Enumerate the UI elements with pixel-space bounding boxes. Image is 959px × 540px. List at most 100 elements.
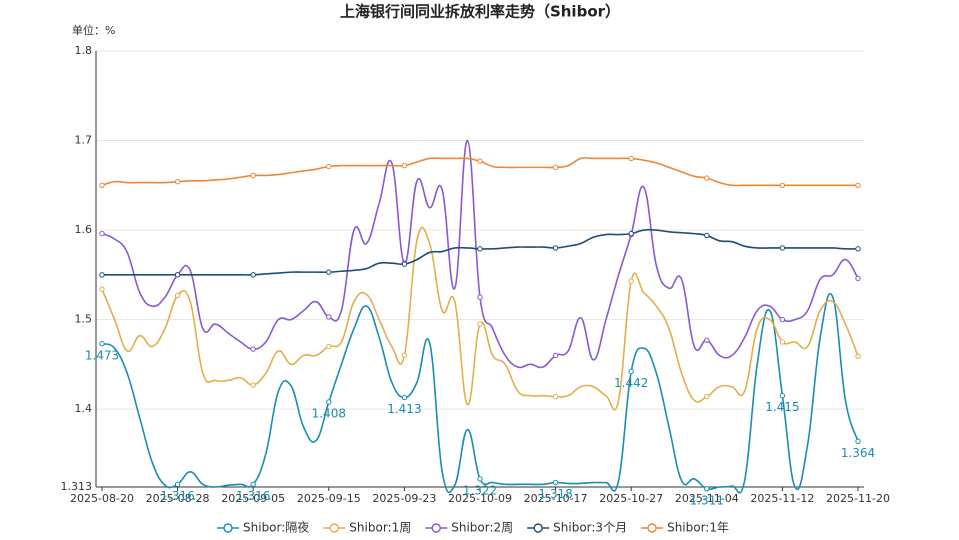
series-line bbox=[101, 226, 859, 411]
data-label: 1.408 bbox=[312, 406, 346, 420]
point-marker bbox=[477, 321, 483, 327]
point-marker bbox=[552, 352, 559, 359]
point-marker bbox=[326, 399, 332, 405]
x-tick-label: 2025-09-05 bbox=[221, 492, 285, 505]
point-marker bbox=[779, 316, 786, 323]
data-label: 1.364 bbox=[841, 446, 875, 460]
data-label: 1.322 bbox=[463, 483, 497, 497]
point-marker bbox=[99, 286, 105, 292]
legend-icon bbox=[329, 523, 340, 533]
point-marker bbox=[477, 294, 483, 300]
point-marker bbox=[552, 479, 559, 486]
legend-icon bbox=[647, 523, 657, 533]
point-marker bbox=[855, 438, 861, 445]
legend-label: Shibor:1年 bbox=[667, 521, 729, 535]
y-tick-label: 1.8 bbox=[75, 44, 93, 57]
point-marker bbox=[401, 352, 408, 359]
point-marker bbox=[552, 245, 559, 251]
point-marker bbox=[326, 314, 332, 320]
point-marker bbox=[174, 292, 181, 299]
point-marker bbox=[779, 392, 786, 399]
point-marker bbox=[250, 346, 256, 352]
point-marker bbox=[855, 246, 861, 252]
point-marker bbox=[401, 261, 408, 267]
x-tick-label: 2025-10-27 bbox=[599, 492, 663, 505]
point-marker bbox=[326, 163, 332, 170]
point-marker bbox=[628, 368, 634, 375]
point-marker bbox=[326, 343, 332, 350]
legend-icon bbox=[533, 523, 543, 533]
point-marker bbox=[704, 486, 710, 492]
point-marker bbox=[326, 269, 332, 275]
data-label: 1.473 bbox=[85, 348, 119, 362]
y-tick-label: 1.7 bbox=[75, 134, 93, 147]
point-marker bbox=[855, 275, 861, 282]
data-label: 1.415 bbox=[765, 400, 799, 414]
point-marker bbox=[704, 337, 710, 343]
series-line bbox=[101, 139, 859, 369]
point-marker bbox=[855, 353, 861, 359]
point-marker bbox=[250, 481, 256, 488]
legend-icon bbox=[431, 523, 441, 533]
point-marker bbox=[704, 175, 710, 181]
data-label: 1.413 bbox=[387, 402, 421, 416]
data-label: 1.318 bbox=[538, 487, 572, 501]
data-label: 1.316 bbox=[236, 489, 270, 503]
chart-title: 上海银行间同业拆放利率走势（Shibor） bbox=[340, 3, 620, 21]
data-label: 1.311 bbox=[690, 493, 724, 507]
data-label: 1.316 bbox=[160, 489, 194, 503]
point-marker bbox=[552, 393, 559, 400]
y-tick-label: 1.6 bbox=[75, 223, 93, 236]
point-marker bbox=[704, 393, 710, 400]
x-tick-label: 2025-09-23 bbox=[372, 492, 436, 505]
x-tick-label: 2025-11-20 bbox=[826, 492, 890, 505]
x-tick-label: 2025-11-04 bbox=[675, 492, 739, 505]
legend-label: Shibor:隔夜 bbox=[243, 520, 309, 535]
point-marker bbox=[99, 341, 105, 347]
point-marker bbox=[99, 182, 105, 188]
point-marker bbox=[477, 476, 483, 482]
point-marker bbox=[99, 272, 105, 278]
legend-item: Shibor:3个月 bbox=[527, 521, 627, 535]
point-marker bbox=[628, 230, 634, 237]
legend-icon bbox=[223, 523, 233, 533]
x-tick-label: 2025-10-17 bbox=[524, 492, 588, 505]
unit-label: 单位：% bbox=[72, 23, 115, 37]
point-marker bbox=[779, 339, 786, 345]
point-marker bbox=[552, 164, 559, 171]
series-line bbox=[101, 293, 859, 494]
legend-label: Shibor:1周 bbox=[349, 521, 411, 535]
y-tick-label: 1.313 bbox=[61, 480, 93, 493]
x-tick-label: 2025-09-15 bbox=[297, 492, 361, 505]
point-marker bbox=[704, 232, 710, 239]
x-tick-label: 2025-08-28 bbox=[146, 492, 210, 505]
series-line bbox=[101, 228, 859, 276]
legend-item: Shibor:1年 bbox=[641, 521, 729, 535]
point-marker bbox=[174, 272, 181, 278]
point-marker bbox=[401, 394, 408, 401]
legend-item: Shibor:1周 bbox=[323, 521, 411, 535]
point-marker bbox=[779, 182, 786, 188]
point-marker bbox=[628, 155, 634, 162]
x-tick-label: 2025-08-20 bbox=[70, 492, 134, 505]
point-marker bbox=[779, 245, 786, 251]
point-marker bbox=[174, 481, 181, 488]
legend-label: Shibor:3个月 bbox=[553, 521, 627, 535]
point-marker bbox=[250, 382, 256, 388]
x-tick-label: 2025-10-09 bbox=[448, 492, 512, 505]
point-marker bbox=[477, 158, 483, 164]
data-label: 1.442 bbox=[614, 376, 648, 390]
point-marker bbox=[99, 230, 105, 237]
y-tick-label: 1.5 bbox=[75, 313, 93, 326]
point-marker bbox=[250, 172, 256, 179]
point-marker bbox=[477, 246, 483, 252]
point-marker bbox=[628, 278, 634, 284]
legend-item: Shibor:2周 bbox=[425, 521, 513, 535]
x-tick-label: 2025-11-12 bbox=[750, 492, 814, 505]
legend-label: Shibor:2周 bbox=[451, 521, 513, 535]
point-marker bbox=[855, 182, 861, 188]
point-marker bbox=[401, 162, 408, 169]
y-tick-label: 1.4 bbox=[75, 402, 93, 415]
point-marker bbox=[250, 272, 256, 278]
